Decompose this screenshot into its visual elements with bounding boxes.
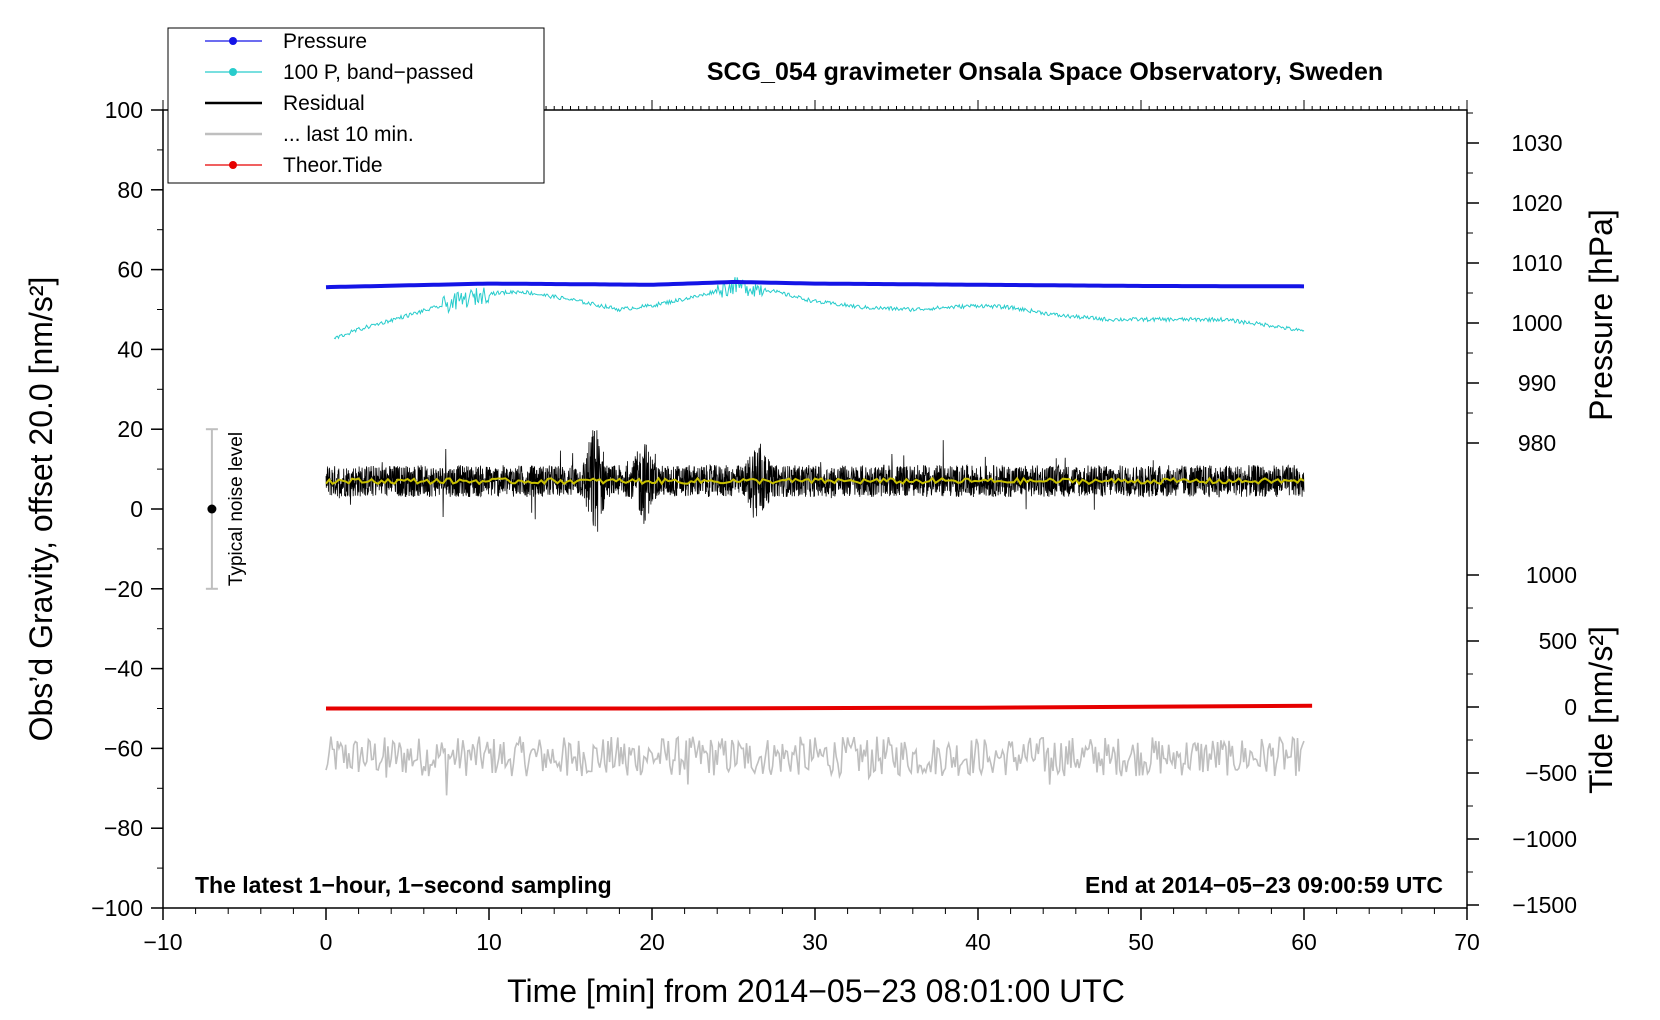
x-tick-label: −10	[143, 929, 182, 955]
pressure-tick-label: 1030	[1511, 130, 1562, 156]
x-tick-label: 0	[320, 929, 333, 955]
noise-bar-dot	[207, 504, 217, 514]
legend-dot	[229, 68, 237, 76]
y-left-tick-label: −40	[104, 656, 143, 682]
legend-label: Pressure	[283, 30, 367, 53]
legend-box	[167, 27, 545, 184]
pressure-tick-label: 980	[1518, 430, 1556, 456]
x-tick-label: 20	[639, 929, 665, 955]
tide-axis-title: Tide [nm/s²]	[1583, 626, 1619, 794]
pressure-tick-label: 1010	[1511, 250, 1562, 276]
legend-label: ... last 10 min.	[283, 123, 414, 146]
x-tick-label: 10	[476, 929, 502, 955]
y-left-tick-label: 40	[117, 336, 143, 362]
tide-tick-label: −1500	[1512, 892, 1577, 918]
y-left-tick-label: −80	[104, 815, 143, 841]
pressure-axis-title: Pressure [hPa]	[1583, 209, 1619, 421]
series-residual-smoothed	[325, 476, 1305, 486]
y-left-tick-label: −60	[104, 735, 143, 761]
series-residual	[325, 430, 1305, 532]
y-left-tick-label: 20	[117, 416, 143, 442]
axis-layer: −10 0 10 20 30 40 50 60 70−100−80−60−40−20020406…	[23, 97, 1619, 955]
pressure-tick-label: 1020	[1511, 190, 1562, 216]
series-last-10-min	[325, 735, 1305, 796]
annotation-right: End at 2014−05−23 09:00:59 UTC	[1085, 872, 1443, 898]
noise-label: Typical noise level	[226, 432, 247, 586]
x-tick-label: 70	[1454, 929, 1480, 955]
y-left-tick-label: −20	[104, 576, 143, 602]
annotation-left: The latest 1−hour, 1−second sampling	[195, 872, 612, 898]
tide-tick-label: −1000	[1512, 826, 1577, 852]
legend-dot	[229, 161, 237, 169]
pressure-tick-label: 990	[1518, 370, 1556, 396]
tide-tick-label: 500	[1539, 628, 1577, 654]
y-left-axis-title: Obs’d Gravity, offset 20.0 [nm/s²]	[23, 277, 59, 742]
chart-title: SCG_054 gravimeter Onsala Space Observat…	[707, 58, 1383, 86]
legend-dot	[229, 37, 237, 45]
legend: Pressure 100 P, band−passed Residual ... la…	[167, 27, 545, 184]
x-tick-label: 60	[1291, 929, 1317, 955]
y-left-tick-label: 0	[130, 496, 143, 522]
series-tide	[326, 703, 1313, 711]
tide-tick-label: 1000	[1526, 562, 1577, 588]
legend-label: Residual	[283, 92, 365, 115]
legend-label: Theor.Tide	[283, 154, 383, 177]
y-left-tick-label: −100	[91, 895, 143, 921]
x-tick-label: 40	[965, 929, 991, 955]
x-axis-title: Time [min] from 2014−05−23 08:01:00 UTC	[507, 973, 1125, 1009]
tide-tick-label: 0	[1564, 694, 1577, 720]
series-band-passed	[333, 277, 1305, 340]
y-left-tick-label: 80	[117, 177, 143, 203]
y-left-tick-label: 60	[117, 257, 143, 283]
series-pressure	[325, 280, 1305, 290]
x-tick-label: 30	[802, 929, 828, 955]
plot-frame	[162, 109, 1468, 909]
x-tick-label: 50	[1128, 929, 1154, 955]
y-left-tick-label: 100	[105, 97, 143, 123]
data-layer: Typical noise level	[205, 277, 1313, 796]
legend-label: 100 P, band−passed	[283, 61, 474, 84]
pressure-tick-label: 1000	[1511, 310, 1562, 336]
tide-tick-label: −500	[1525, 760, 1577, 786]
